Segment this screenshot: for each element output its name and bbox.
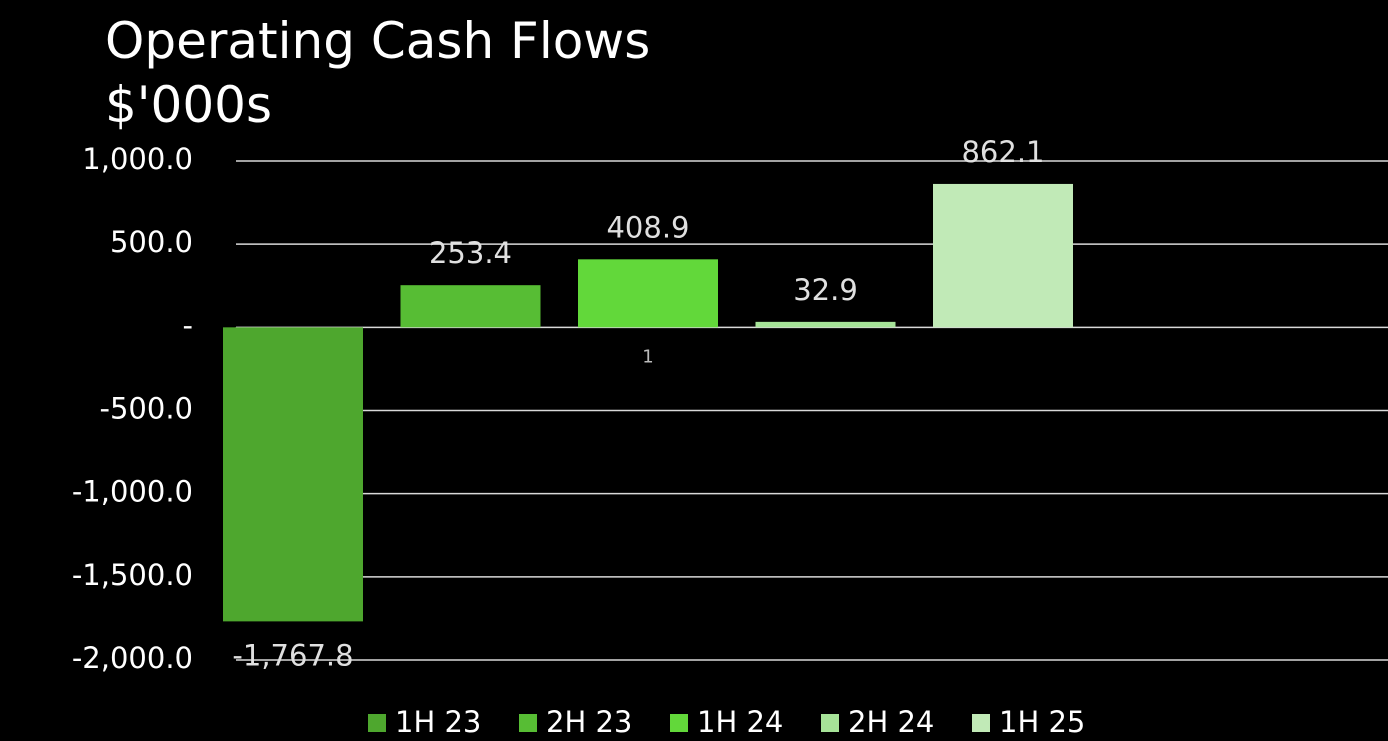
y-tick-label: -: [183, 308, 193, 342]
data-label: 32.9: [793, 273, 858, 307]
legend-swatch: [368, 714, 386, 732]
y-tick-label: -1,000.0: [72, 475, 193, 509]
data-label: 253.4: [429, 236, 512, 270]
y-tick-label: 1,000.0: [82, 142, 193, 176]
legend-label: 1H 24: [697, 705, 783, 739]
y-tick-label: -1,500.0: [72, 558, 193, 592]
legend-label: 1H 25: [999, 705, 1085, 739]
legend-swatch: [972, 714, 990, 732]
bar: [578, 259, 718, 328]
x-tick-label: 1: [642, 346, 653, 367]
legend-label: 2H 24: [848, 705, 934, 739]
chart-subtitle: $'000s: [105, 76, 272, 134]
legend-swatch: [821, 714, 839, 732]
data-label: 408.9: [606, 210, 689, 244]
legend-label: 1H 23: [395, 705, 481, 739]
data-label: 862.1: [961, 135, 1044, 169]
y-tick-label: 500.0: [110, 225, 193, 259]
data-label: -1,767.8: [232, 638, 353, 672]
bar: [755, 321, 896, 328]
bar: [223, 327, 363, 622]
y-tick-label: -2,000.0: [72, 641, 193, 675]
legend-label: 2H 23: [546, 705, 632, 739]
bar: [933, 183, 1073, 328]
legend-swatch: [670, 714, 688, 732]
chart-title: Operating Cash Flows: [105, 12, 650, 70]
bar: [400, 285, 541, 328]
legend-swatch: [519, 714, 537, 732]
y-tick-label: -500.0: [100, 392, 194, 426]
